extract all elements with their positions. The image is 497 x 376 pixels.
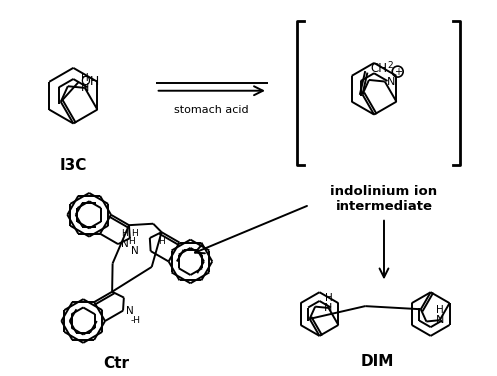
Text: +: +	[394, 67, 402, 77]
Text: H: H	[121, 229, 128, 238]
Text: DIM: DIM	[360, 354, 394, 369]
Text: N: N	[126, 306, 134, 315]
Text: N: N	[131, 246, 139, 256]
Text: H: H	[158, 237, 165, 246]
Text: H: H	[325, 293, 332, 303]
Text: H: H	[128, 237, 135, 246]
Text: H: H	[436, 305, 444, 315]
Text: N: N	[81, 83, 89, 93]
Text: I3C: I3C	[60, 158, 87, 173]
Text: indolinium ion
intermediate: indolinium ion intermediate	[331, 185, 437, 213]
Text: Ctr: Ctr	[103, 356, 129, 371]
Text: N: N	[435, 315, 444, 325]
Text: H: H	[131, 229, 138, 238]
Text: H: H	[81, 73, 89, 83]
Text: N: N	[325, 303, 333, 313]
Text: 2: 2	[387, 61, 393, 70]
Text: -H: -H	[131, 316, 141, 325]
Text: CH: CH	[370, 62, 387, 74]
Text: N: N	[387, 77, 395, 86]
Text: stomach acid: stomach acid	[174, 105, 248, 115]
Text: OH: OH	[81, 76, 100, 88]
Text: N: N	[121, 239, 129, 249]
